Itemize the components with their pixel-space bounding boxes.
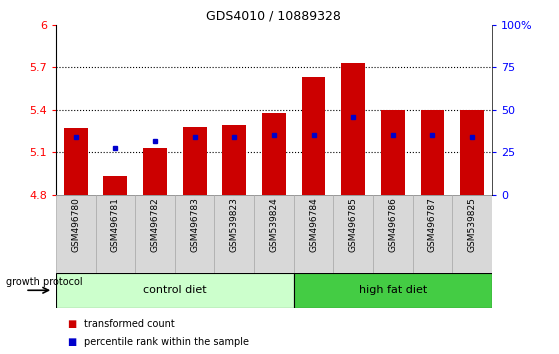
Text: GSM496784: GSM496784 bbox=[309, 197, 318, 252]
Bar bbox=[262, 113, 286, 195]
Bar bbox=[64, 128, 88, 195]
Text: GSM496780: GSM496780 bbox=[71, 197, 80, 252]
Text: GSM496782: GSM496782 bbox=[150, 197, 159, 252]
Bar bbox=[452, 195, 492, 273]
Text: percentile rank within the sample: percentile rank within the sample bbox=[84, 337, 249, 348]
Bar bbox=[96, 195, 135, 273]
Bar bbox=[222, 125, 246, 195]
Bar bbox=[302, 77, 325, 195]
Bar bbox=[56, 195, 96, 273]
Text: GSM496783: GSM496783 bbox=[190, 197, 199, 252]
Title: GDS4010 / 10889328: GDS4010 / 10889328 bbox=[206, 9, 342, 22]
Text: GSM539823: GSM539823 bbox=[230, 197, 239, 252]
Text: ■: ■ bbox=[67, 337, 77, 348]
Text: high fat diet: high fat diet bbox=[359, 285, 427, 295]
Bar bbox=[342, 63, 365, 195]
Bar bbox=[413, 195, 452, 273]
Text: GSM539825: GSM539825 bbox=[467, 197, 477, 252]
Text: control diet: control diet bbox=[143, 285, 207, 295]
Text: GSM496785: GSM496785 bbox=[349, 197, 358, 252]
Bar bbox=[215, 195, 254, 273]
Bar bbox=[293, 195, 333, 273]
Text: transformed count: transformed count bbox=[84, 319, 174, 329]
Bar bbox=[373, 195, 413, 273]
Bar bbox=[293, 273, 492, 308]
Bar bbox=[183, 127, 206, 195]
Bar bbox=[254, 195, 293, 273]
Bar bbox=[143, 148, 167, 195]
Bar bbox=[460, 110, 484, 195]
Bar bbox=[103, 176, 127, 195]
Text: ■: ■ bbox=[67, 319, 77, 329]
Bar bbox=[420, 110, 444, 195]
Text: GSM496786: GSM496786 bbox=[389, 197, 397, 252]
Bar bbox=[381, 110, 405, 195]
Bar bbox=[175, 195, 215, 273]
Text: GSM496787: GSM496787 bbox=[428, 197, 437, 252]
Bar bbox=[56, 273, 293, 308]
Text: GSM496781: GSM496781 bbox=[111, 197, 120, 252]
Bar bbox=[135, 195, 175, 273]
Bar bbox=[333, 195, 373, 273]
Text: growth protocol: growth protocol bbox=[6, 277, 82, 287]
Text: GSM539824: GSM539824 bbox=[269, 197, 278, 252]
